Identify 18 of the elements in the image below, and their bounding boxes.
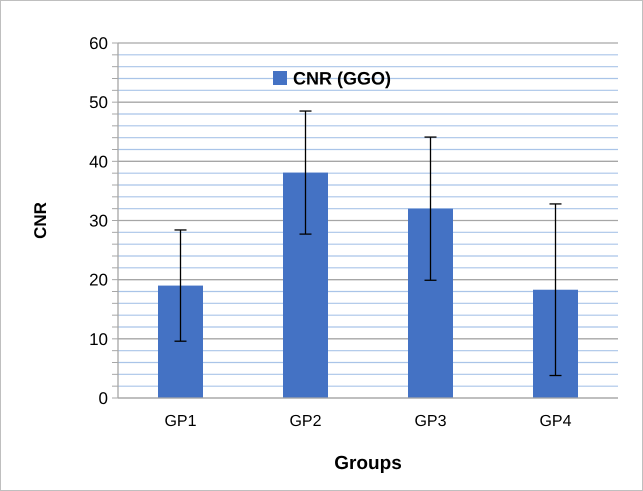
x-tick-label: GP1: [164, 413, 197, 430]
y-tick-label: 50: [89, 93, 108, 112]
bar: [283, 172, 328, 398]
y-tick-label: 30: [89, 211, 108, 230]
bar: [158, 286, 203, 398]
y-tick-label: 20: [89, 270, 108, 290]
y-tick-label: 10: [89, 330, 108, 349]
y-tick-label: 60: [89, 34, 108, 53]
y-tick-label: 0: [98, 388, 108, 408]
x-tick-label: GP4: [539, 413, 572, 430]
y-axis-title: CNR: [31, 202, 50, 239]
y-tick-label: 40: [89, 152, 108, 172]
bar: [408, 208, 453, 398]
legend-label: CNR (GGO): [293, 68, 391, 88]
bar: [533, 290, 578, 398]
x-tick-label: GP2: [289, 413, 322, 430]
x-tick-label: GP3: [414, 413, 447, 430]
x-axis-title: Groups: [334, 453, 402, 474]
